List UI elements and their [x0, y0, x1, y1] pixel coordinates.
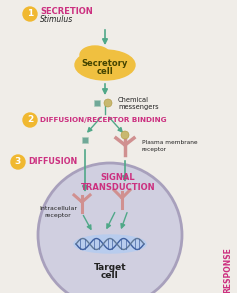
Text: 3: 3 — [15, 158, 21, 166]
Text: TRANSDUCTION: TRANSDUCTION — [81, 183, 155, 192]
Circle shape — [11, 155, 25, 169]
Text: SECRETION: SECRETION — [40, 6, 93, 16]
Text: Secretory: Secretory — [82, 59, 128, 67]
Text: cell: cell — [97, 67, 113, 76]
Circle shape — [38, 163, 182, 293]
Text: cell: cell — [101, 272, 119, 280]
FancyBboxPatch shape — [82, 137, 88, 143]
Text: Plasma membrane: Plasma membrane — [142, 141, 198, 146]
Text: messengers: messengers — [118, 104, 159, 110]
Ellipse shape — [75, 50, 135, 80]
Circle shape — [104, 99, 112, 107]
Text: Target: Target — [94, 263, 126, 272]
Circle shape — [23, 7, 37, 21]
Text: 1: 1 — [27, 9, 33, 18]
Text: RESPONSE: RESPONSE — [223, 247, 232, 293]
Text: Stimulus: Stimulus — [40, 16, 73, 25]
Text: Intracellular: Intracellular — [39, 205, 77, 210]
Ellipse shape — [80, 46, 110, 64]
Text: DIFFUSION: DIFFUSION — [28, 158, 77, 166]
Text: SIGNAL: SIGNAL — [101, 173, 135, 181]
Text: DIFFUSION/RECEPTOR BINDING: DIFFUSION/RECEPTOR BINDING — [40, 117, 167, 123]
Text: receptor: receptor — [142, 147, 167, 152]
Circle shape — [23, 113, 37, 127]
FancyBboxPatch shape — [94, 100, 100, 106]
Circle shape — [121, 131, 129, 139]
Text: receptor: receptor — [45, 212, 71, 217]
Ellipse shape — [74, 235, 146, 253]
Text: Chemical: Chemical — [118, 97, 149, 103]
Text: 2: 2 — [27, 115, 33, 125]
